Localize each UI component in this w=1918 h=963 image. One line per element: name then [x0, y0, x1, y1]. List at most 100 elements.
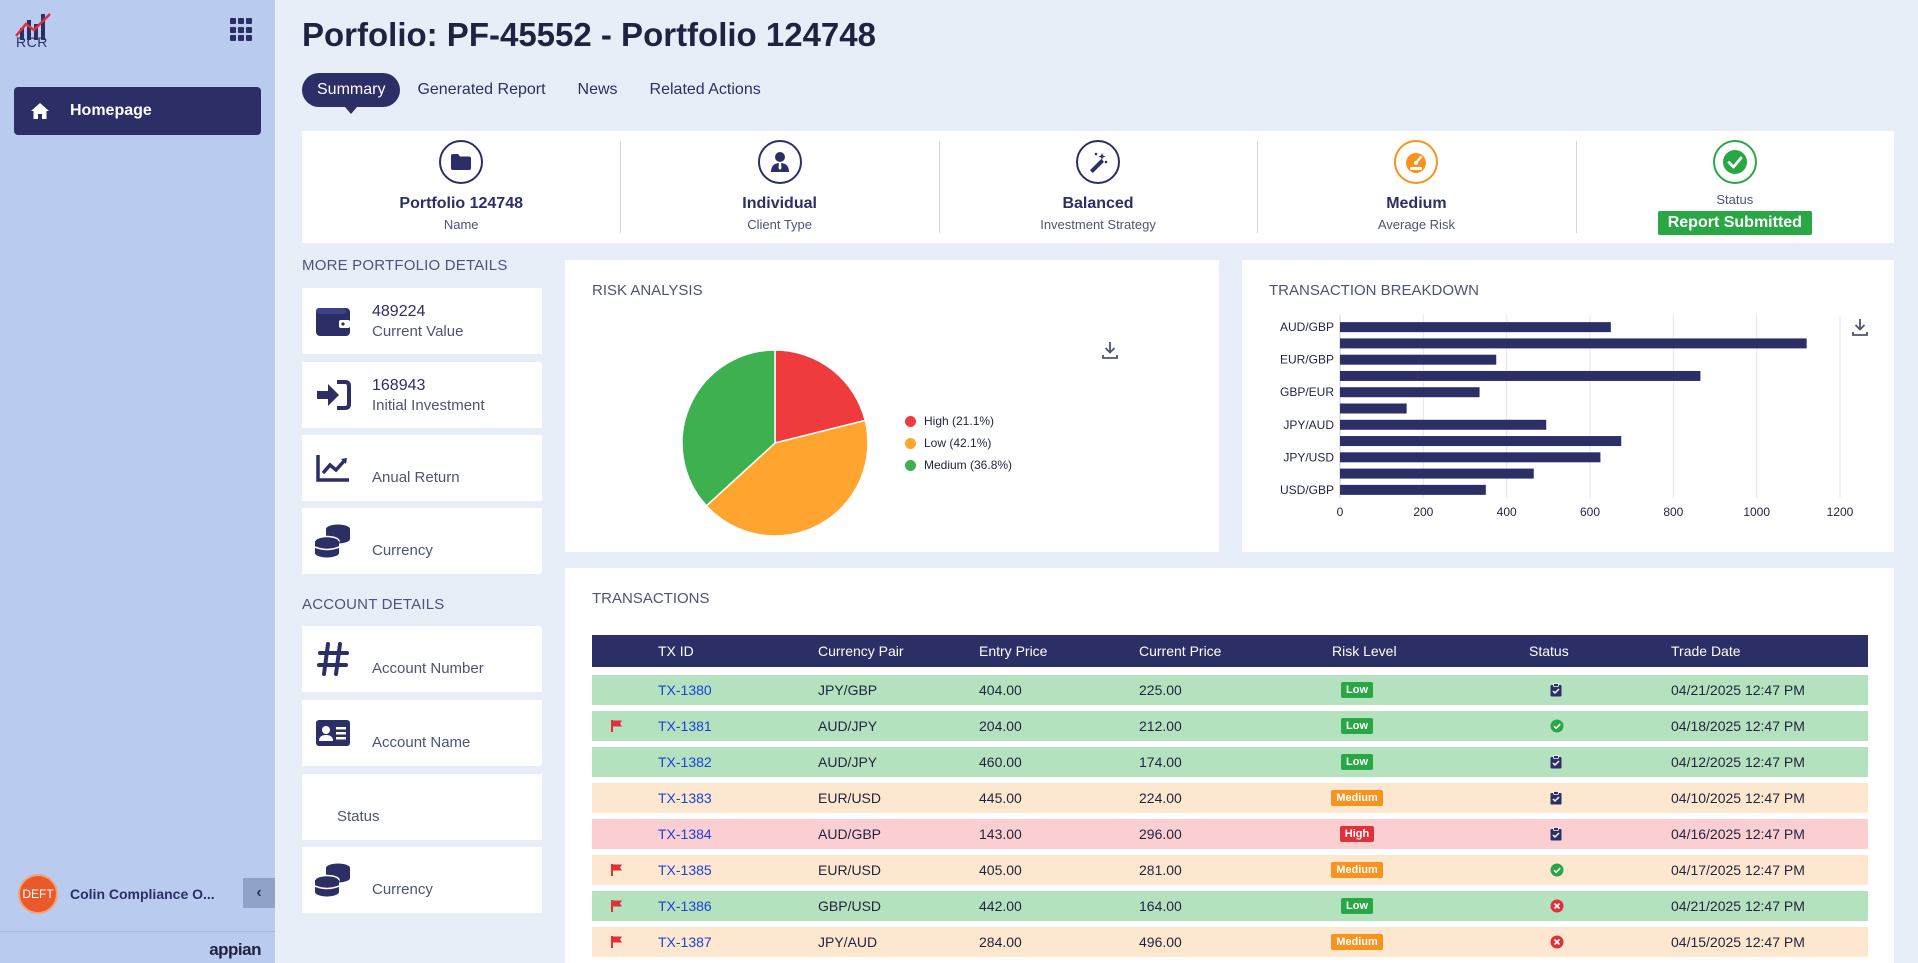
nav-homepage[interactable]: Homepage: [14, 87, 261, 135]
bar[interactable]: [1340, 354, 1497, 365]
download-icon[interactable]: [1850, 317, 1870, 337]
table-row[interactable]: TX-1381 AUD/JPY 204.00 212.00 Low 04/18/2025 …: [592, 711, 1868, 741]
flag-icon: [610, 855, 624, 885]
current-price: 496.00: [1139, 934, 1182, 950]
rcr-logo[interactable]: [12, 8, 60, 54]
risk-badge: Low: [1341, 718, 1373, 734]
check-circle-icon: [1550, 711, 1564, 741]
tx-id-link[interactable]: TX-1383: [658, 790, 712, 806]
tx-id-link[interactable]: TX-1380: [658, 682, 712, 698]
table-row[interactable]: TX-1386 GBP/USD 442.00 164.00 Low 04/21/2025 …: [592, 891, 1868, 921]
risk-level: Medium: [1312, 783, 1402, 813]
col-entry-price[interactable]: Entry Price: [979, 643, 1048, 659]
col-risk-level[interactable]: Risk Level: [1332, 643, 1397, 659]
entry-price: 204.00: [979, 718, 1022, 734]
legend-item-low: Low (42.1%): [905, 432, 1012, 454]
bar[interactable]: [1340, 419, 1547, 430]
risk-badge: High: [1339, 826, 1375, 842]
tx-id-link[interactable]: TX-1387: [658, 934, 712, 950]
table-row[interactable]: TX-1382 AUD/JPY 460.00 174.00 Low 04/12/2025 …: [592, 747, 1868, 777]
entry-price: 143.00: [979, 826, 1022, 842]
current-price: 281.00: [1139, 862, 1182, 878]
nav-homepage-label: Homepage: [70, 102, 152, 119]
bar[interactable]: [1340, 370, 1701, 381]
y-tick-label: AUD/GBP: [1280, 320, 1334, 334]
trade-date: 04/21/2025 12:47 PM: [1671, 898, 1805, 914]
risk-pie-chart: [681, 349, 869, 537]
bar[interactable]: [1340, 322, 1611, 333]
kpi-investment-strategy: Balanced Investment Strategy: [938, 131, 1257, 243]
collapse-sidebar-button[interactable]: ‹: [243, 878, 275, 908]
times-circle-icon: [1550, 927, 1564, 957]
clipboard-check-icon: [1550, 675, 1562, 705]
sign-in-icon: [314, 376, 352, 414]
gauge-icon: [1394, 140, 1439, 184]
kpi-value: Balanced: [1062, 195, 1134, 212]
col-currency-pair[interactable]: Currency Pair: [818, 643, 904, 659]
kpi-value: Portfolio 124748: [399, 195, 523, 212]
current-price: 225.00: [1139, 682, 1182, 698]
flag-icon: [610, 927, 624, 957]
y-tick-label: GBP/EUR: [1280, 385, 1334, 399]
tab-summary[interactable]: Summary: [302, 73, 401, 114]
pie-slice-high[interactable]: [774, 349, 867, 444]
col-current-price[interactable]: Current Price: [1139, 643, 1222, 659]
table-row[interactable]: TX-1384 AUD/GBP 143.00 296.00 High 04/16/2025…: [592, 819, 1868, 849]
wallet-icon: [314, 302, 352, 340]
bar[interactable]: [1340, 436, 1622, 447]
bar[interactable]: [1340, 338, 1807, 349]
clipboard-check-icon: [1550, 783, 1562, 813]
risk-level: Low: [1312, 891, 1402, 921]
detail-label: Current Value: [372, 322, 464, 340]
col-tx-id[interactable]: TX ID: [658, 643, 694, 659]
tx-id-link[interactable]: TX-1386: [658, 898, 712, 914]
pie-slice-low[interactable]: [705, 419, 869, 537]
detail-account-name: Account Name: [302, 700, 542, 766]
tab-news[interactable]: News: [577, 81, 618, 98]
bar[interactable]: [1340, 387, 1480, 398]
bar[interactable]: [1340, 452, 1601, 463]
transactions-panel: TRANSACTIONS TX ID Currency Pair Entry P…: [565, 568, 1894, 963]
legend-dot: [905, 415, 916, 427]
trade-date: 04/15/2025 12:47 PM: [1671, 934, 1805, 950]
legend-dot: [905, 437, 916, 449]
magic-wand-icon: [1076, 140, 1121, 184]
x-tick-label: 400: [1497, 505, 1517, 519]
user-name[interactable]: Colin Compliance O...: [70, 886, 215, 902]
kpi-status: Status Report Submitted: [1575, 131, 1894, 243]
table-row[interactable]: TX-1383 EUR/USD 445.00 224.00 Medium 04/10/20…: [592, 783, 1868, 813]
legend-label: High (21.1%): [924, 414, 995, 428]
trade-date: 04/12/2025 12:47 PM: [1671, 754, 1805, 770]
entry-price: 445.00: [979, 790, 1022, 806]
app-grid-icon[interactable]: [230, 18, 254, 42]
bar[interactable]: [1340, 403, 1407, 414]
currency-pair: AUD/JPY: [818, 718, 878, 734]
x-tick-label: 600: [1580, 505, 1600, 519]
user-profile[interactable]: DEFT Colin Compliance O... ‹: [18, 874, 275, 914]
table-row[interactable]: TX-1385 EUR/USD 405.00 281.00 Medium 04/17/20…: [592, 855, 1868, 885]
tx-id-link[interactable]: TX-1385: [658, 862, 712, 878]
x-tick-label: 200: [1413, 505, 1433, 519]
pie-slice-medium[interactable]: [681, 349, 776, 507]
tx-id-link[interactable]: TX-1384: [658, 826, 712, 842]
tab-generated-report[interactable]: Generated Report: [417, 81, 546, 98]
check-circle-icon: [1712, 140, 1757, 184]
table-row[interactable]: TX-1380 JPY/GBP 404.00 225.00 Low 04/21/2025 …: [592, 675, 1868, 705]
x-tick-label: 1200: [1827, 505, 1854, 519]
avatar[interactable]: DEFT: [18, 874, 58, 914]
tx-id-link[interactable]: TX-1381: [658, 718, 712, 734]
table-row[interactable]: TX-1387 JPY/AUD 284.00 496.00 Medium 04/15/20…: [592, 927, 1868, 957]
col-status[interactable]: Status: [1529, 643, 1569, 659]
col-trade-date[interactable]: Trade Date: [1671, 643, 1741, 659]
check-circle-icon: [1550, 855, 1564, 885]
id-card-icon: [314, 714, 352, 752]
detail-label: Currency: [372, 880, 433, 898]
tab-related-actions[interactable]: Related Actions: [649, 81, 761, 98]
risk-badge: Medium: [1331, 934, 1383, 950]
download-icon[interactable]: [1100, 340, 1120, 360]
bar[interactable]: [1340, 468, 1534, 479]
entry-price: 284.00: [979, 934, 1022, 950]
bar[interactable]: [1340, 484, 1486, 495]
tx-id-link[interactable]: TX-1382: [658, 754, 712, 770]
detail-value: 489224: [372, 302, 426, 320]
